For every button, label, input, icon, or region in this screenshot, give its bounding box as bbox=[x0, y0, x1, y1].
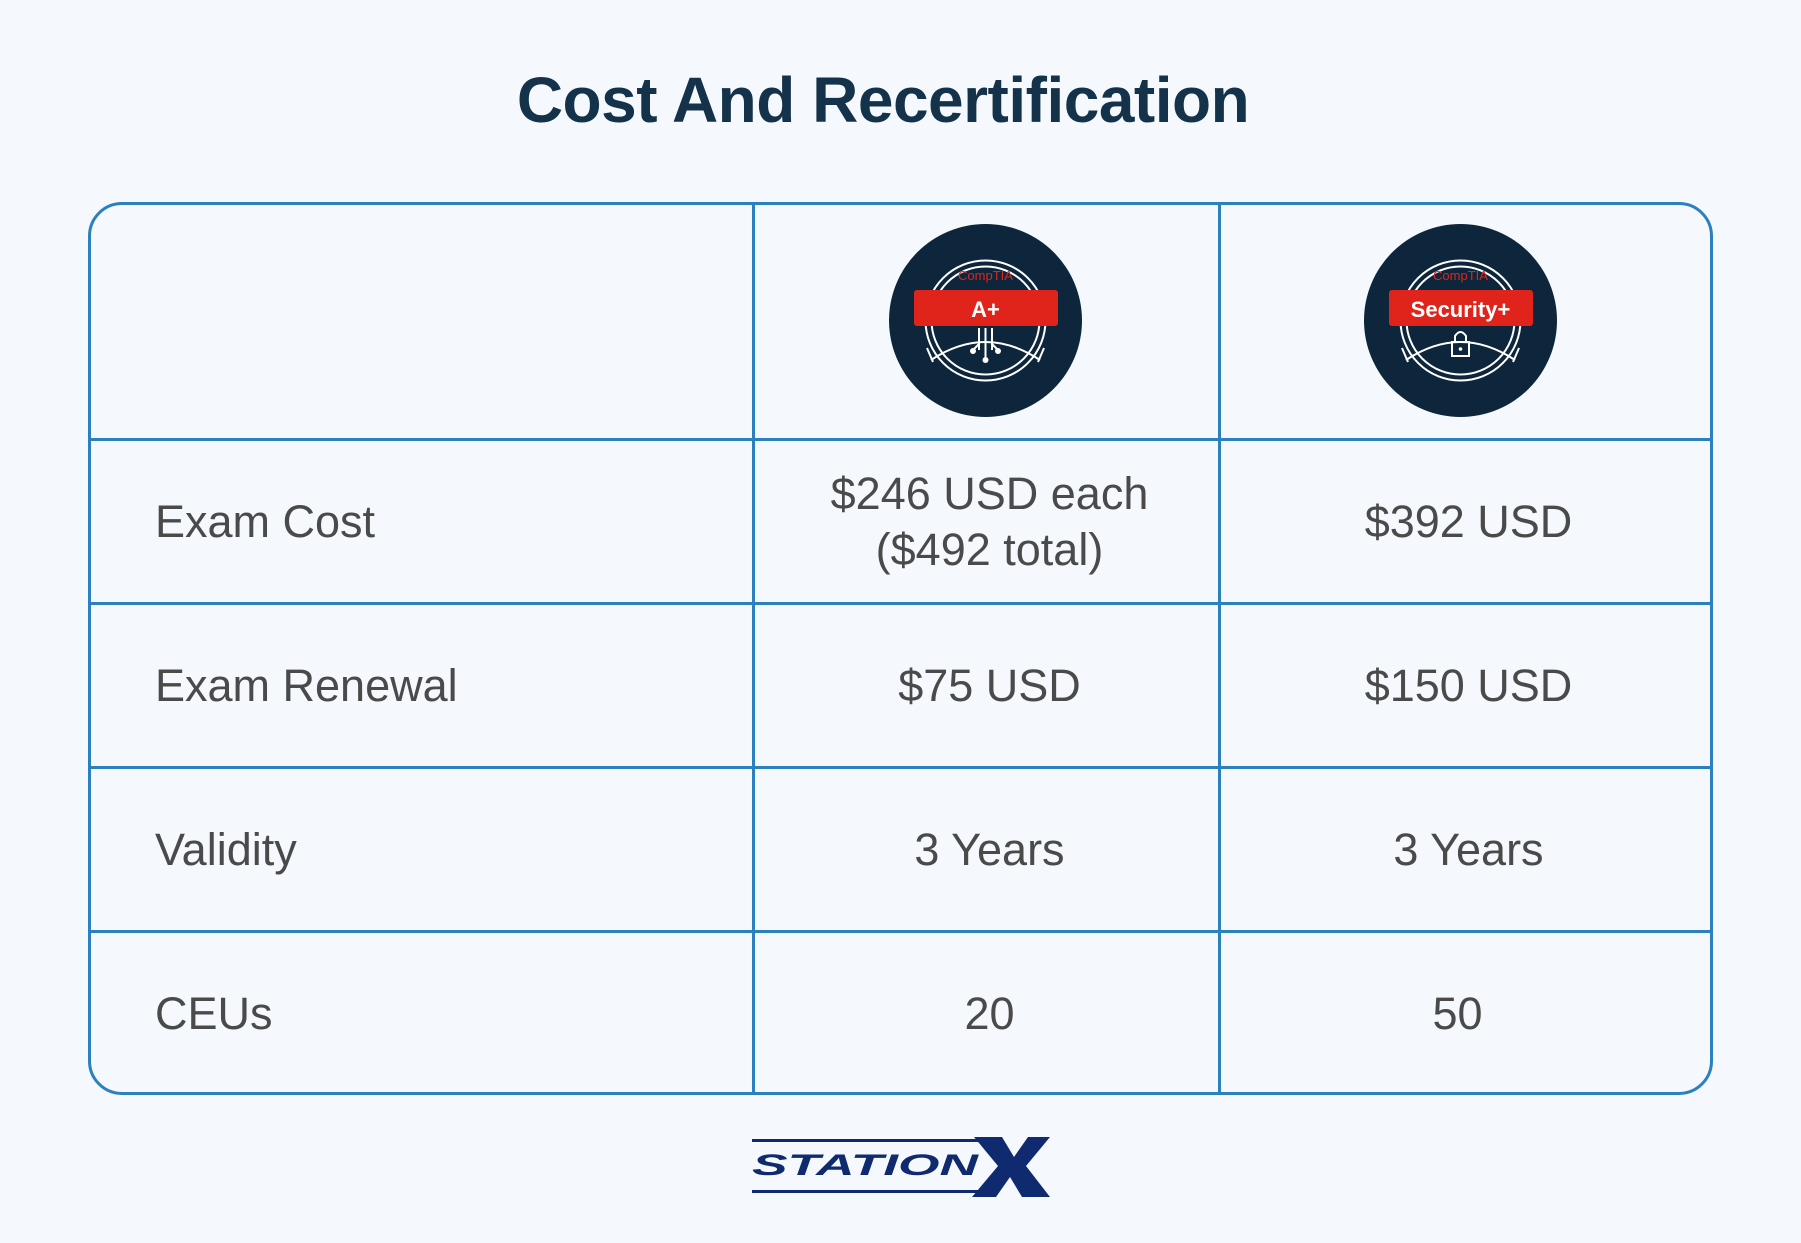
badge-brand-text: CompTIA bbox=[1433, 268, 1488, 283]
security-plus-value: 50 bbox=[1432, 988, 1483, 1039]
security-plus-value: $392 USD bbox=[1364, 495, 1573, 547]
comptia-a-plus-badge-graphic: CompTIA A+ bbox=[914, 259, 1058, 382]
column-divider bbox=[752, 205, 755, 1092]
a-plus-value-line-2: ($492 total) bbox=[875, 523, 1104, 575]
a-plus-value: $75 USD bbox=[898, 659, 1081, 711]
lock-icon bbox=[1454, 331, 1467, 342]
logo-x-mark bbox=[972, 1137, 1050, 1197]
row-label: CEUs bbox=[155, 988, 273, 1039]
row-divider bbox=[91, 438, 1710, 441]
column-divider bbox=[1218, 205, 1221, 1092]
table-header-row: CompTIA A+ CompTIA bbox=[91, 205, 1710, 438]
a-plus-value-line-1: $246 USD each bbox=[830, 467, 1149, 519]
security-plus-value: $150 USD bbox=[1364, 659, 1573, 711]
row-label: Exam Cost bbox=[155, 495, 376, 547]
comparison-table: CompTIA A+ CompTIA bbox=[88, 202, 1713, 1095]
table-row: Exam Cost $246 USD each ($492 total) $39… bbox=[91, 441, 1710, 602]
page-title: Cost And Recertification bbox=[516, 64, 1250, 136]
comptia-security-plus-badge-graphic: CompTIA Security+ bbox=[1389, 259, 1533, 382]
table-row: CEUs 20 50 bbox=[91, 933, 1710, 1092]
table-row: Validity 3 Years 3 Years bbox=[91, 769, 1710, 930]
badge-name-text: A+ bbox=[971, 297, 1000, 322]
a-plus-value: 20 bbox=[964, 988, 1015, 1039]
row-label: Exam Renewal bbox=[155, 659, 458, 711]
logo-text-main: STATION bbox=[752, 1149, 980, 1182]
row-label: Validity bbox=[155, 823, 297, 875]
row-divider bbox=[91, 766, 1710, 769]
badge-name-text: Security+ bbox=[1411, 297, 1511, 322]
security-plus-value: 3 Years bbox=[1393, 823, 1544, 875]
stationx-logo: STATION bbox=[752, 1135, 1052, 1199]
table-row: Exam Renewal $75 USD $150 USD bbox=[91, 605, 1710, 766]
stationx-logo-graphic: STATION bbox=[752, 1137, 1050, 1197]
a-plus-value: $246 USD each ($492 total) bbox=[758, 441, 1221, 602]
badge-brand-text: CompTIA bbox=[958, 268, 1013, 283]
row-divider bbox=[91, 930, 1710, 933]
row-divider bbox=[91, 602, 1710, 605]
comptia-a-plus-badge-icon: CompTIA A+ bbox=[889, 224, 1082, 417]
a-plus-value: 3 Years bbox=[914, 823, 1065, 875]
comptia-security-plus-badge-icon: CompTIA Security+ bbox=[1364, 224, 1557, 417]
